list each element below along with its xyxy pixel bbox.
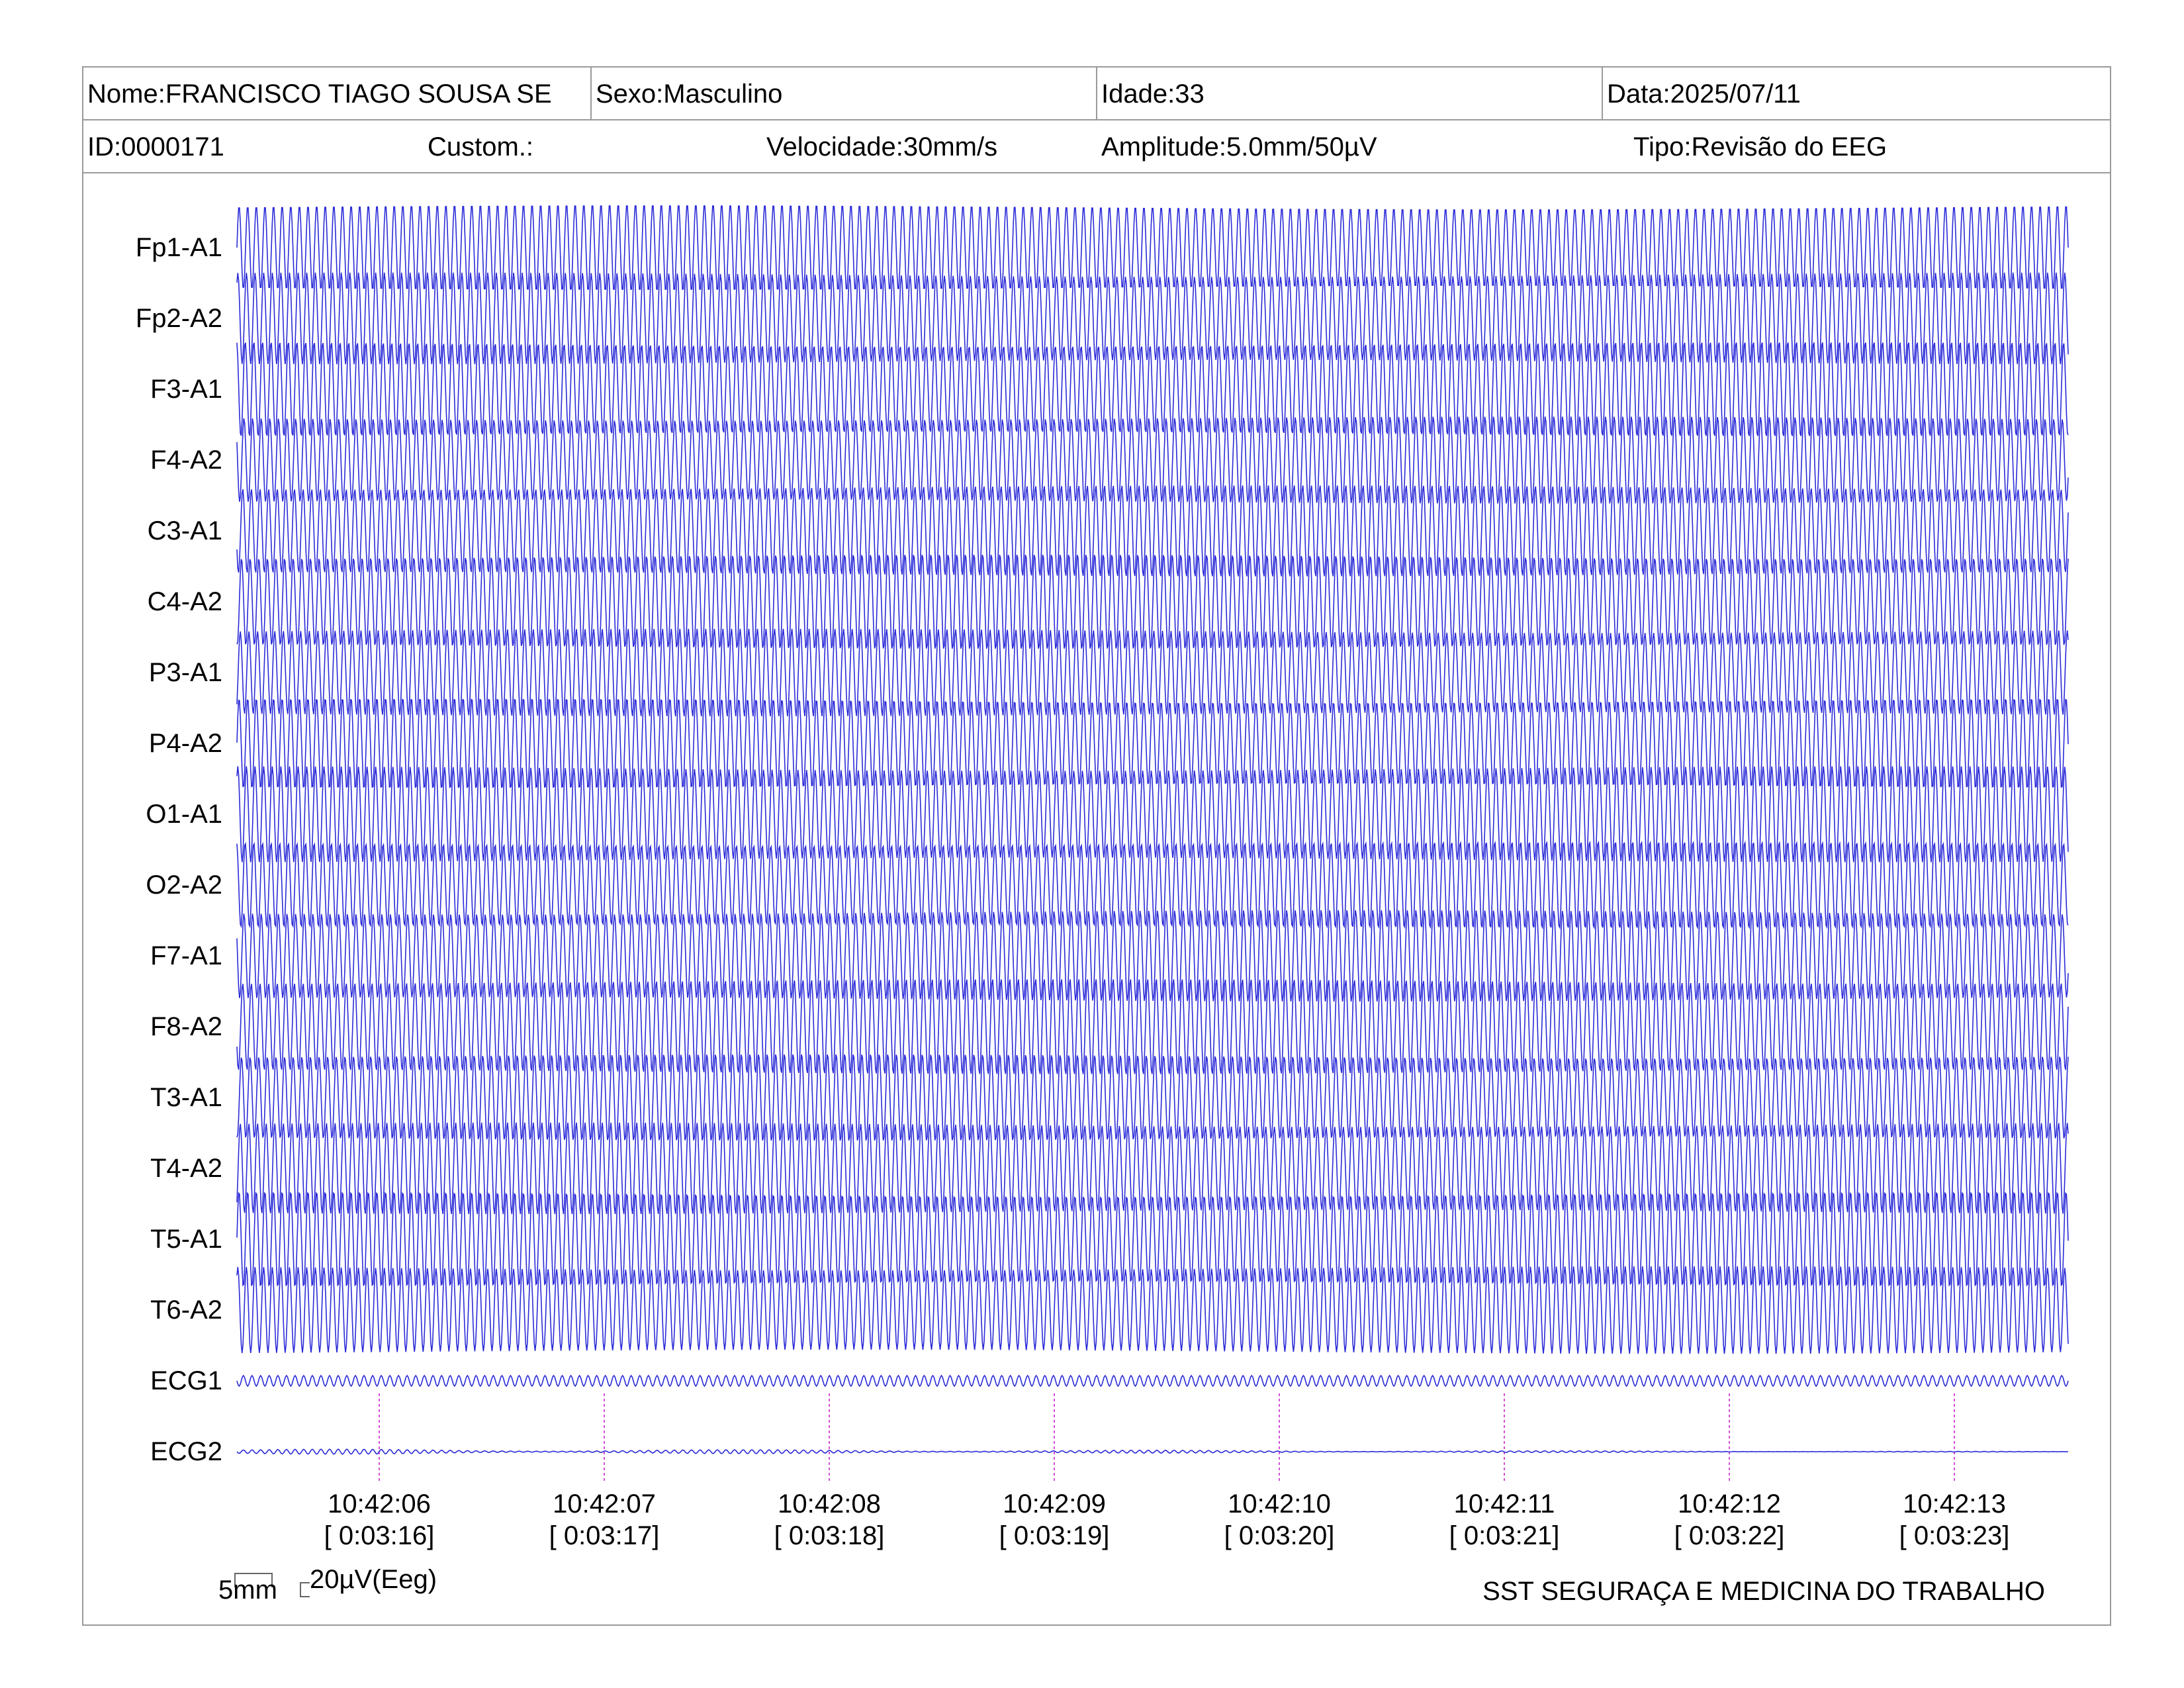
channel-label-t4-a2: T4-A2 [150,1154,222,1183]
time-label: 10:42:09[ 0:03:19] [968,1488,1140,1552]
channel-label-fp2-a2: Fp2-A2 [135,304,222,333]
time-label-clock: 10:42:09 [1003,1489,1106,1519]
amplitude-scale-label: 20µV(Eeg) [310,1565,437,1594]
trace-p4-a2 [236,698,2069,788]
company-name: SST SEGURAÇA E MEDICINA DO TRABALHO [1482,1577,2045,1606]
time-label: 10:42:12[ 0:03:22] [1643,1488,1815,1552]
channel-label-ecg2: ECG2 [150,1437,222,1466]
channel-label-f4-a2: F4-A2 [150,445,222,475]
time-label: 10:42:08[ 0:03:18] [743,1488,915,1552]
paper-speed: Velocidade:30mm/s [766,132,998,162]
time-label: 10:42:07[ 0:03:17] [518,1488,690,1552]
trace-f4-a2 [236,416,2069,504]
patient-age: Idade:33 [1096,68,1602,119]
trace-fp2-a2 [236,272,2069,365]
custom-field: Custom.: [428,132,534,162]
time-label-elapsed: [ 0:03:22] [1674,1521,1785,1550]
trace-f3-a1 [236,342,2069,436]
time-label-elapsed: [ 0:03:17] [549,1521,660,1550]
channel-label-fp1-a1: Fp1-A1 [135,233,222,262]
trace-t4-a2 [236,1122,2069,1215]
channel-label-f8-a2: F8-A2 [150,1012,222,1041]
time-label-elapsed: [ 0:03:19] [999,1521,1110,1550]
patient-id: ID:0000171 [87,132,224,162]
channel-label-o2-a2: O2-A2 [146,870,222,900]
channel-label-p3-a1: P3-A1 [148,658,222,687]
time-label: 10:42:06[ 0:03:16] [293,1488,465,1552]
trace-o2-a2 [236,840,2069,930]
channel-label-c4-a2: C4-A2 [147,587,222,616]
time-label-clock: 10:42:10 [1228,1489,1331,1519]
trace-p3-a1 [236,628,2069,717]
time-label-elapsed: [ 0:03:20] [1224,1521,1335,1550]
patient-sex: Sexo:Masculino [590,68,1096,119]
channel-label-f3-a1: F3-A1 [150,375,222,404]
trace-ecg2 [236,1448,2069,1455]
time-label-elapsed: [ 0:03:21] [1449,1521,1560,1550]
exam-date: Data:2025/07/11 [1602,68,2111,119]
time-label-elapsed: [ 0:03:18] [774,1521,885,1550]
trace-f7-a1 [236,910,2069,1002]
time-label-clock: 10:42:12 [1678,1489,1781,1519]
header-row-2: ID:0000171 Custom.: Velocidade:30mm/s Am… [83,120,2110,173]
channel-label-t3-a1: T3-A1 [150,1083,222,1112]
time-label-elapsed: [ 0:03:16] [324,1521,435,1550]
trace-t6-a2 [236,1266,2069,1354]
trace-t3-a1 [236,1054,2069,1141]
trace-c3-a1 [236,485,2069,577]
trace-ecg1 [236,1374,2069,1387]
trace-o1-a1 [236,766,2069,863]
header-row-1: Nome:FRANCISCO TIAGO SOUSA SE Sexo:Mascu… [83,68,2110,120]
time-scale-label: 5mm [218,1575,277,1605]
time-label-clock: 10:42:13 [1903,1489,2006,1519]
time-label-clock: 10:42:11 [1453,1489,1555,1519]
channel-label-p4-a2: P4-A2 [148,729,222,758]
trace-t5-a1 [236,1192,2069,1287]
time-label-elapsed: [ 0:03:23] [1899,1521,2010,1550]
trace-f8-a2 [236,979,2069,1074]
review-type: Tipo:Revisão do EEG [1633,132,1888,162]
time-label: 10:42:11[ 0:03:21] [1418,1488,1590,1552]
eeg-report-frame: Nome:FRANCISCO TIAGO SOUSA SE Sexo:Mascu… [82,66,2111,1626]
channel-label-f7-a1: F7-A1 [150,941,222,970]
time-label: 10:42:10[ 0:03:20] [1193,1488,1365,1552]
channel-label-c3-a1: C3-A1 [147,516,222,545]
channel-label-t6-a2: T6-A2 [150,1295,222,1325]
patient-name: Nome:FRANCISCO TIAGO SOUSA SE [87,79,552,109]
channel-label-o1-a1: O1-A1 [146,800,222,829]
time-label-clock: 10:42:08 [778,1489,881,1519]
time-label: 10:42:13[ 0:03:23] [1868,1488,2040,1552]
channel-label-ecg1: ECG1 [150,1366,222,1395]
time-label-clock: 10:42:07 [553,1489,656,1519]
trace-fp1-a1 [236,205,2069,290]
trace-c4-a2 [236,554,2069,649]
time-label-clock: 10:42:06 [328,1489,431,1519]
channel-label-t5-a1: T5-A1 [150,1225,222,1254]
amplitude-setting: Amplitude:5.0mm/50µV [1101,132,1377,162]
